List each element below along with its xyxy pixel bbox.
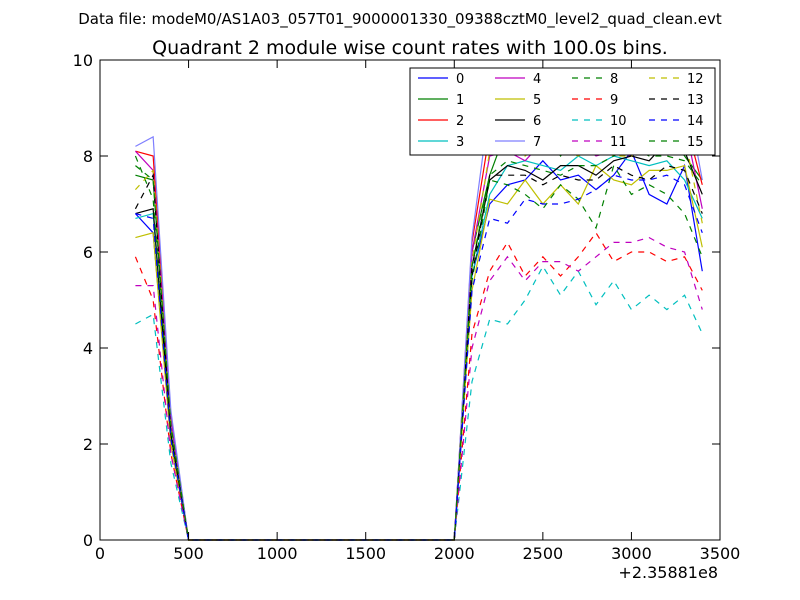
legend-entry-11: 11: [572, 135, 627, 150]
legend-label: 2: [456, 114, 464, 129]
legend-entry-7: 7: [495, 135, 541, 150]
legend-label: 12: [687, 72, 704, 87]
legend-entry-3: 3: [418, 135, 464, 150]
legend-label: 0: [456, 72, 464, 87]
legend-entry-8: 8: [572, 72, 618, 87]
y-tick-label: 8: [83, 147, 93, 166]
legend-entry-2: 2: [418, 114, 464, 129]
legend-label: 15: [687, 135, 704, 150]
legend-entry-5: 5: [495, 93, 541, 108]
legend-entry-10: 10: [572, 114, 627, 129]
axes-frame: [99, 59, 721, 541]
legend-label: 8: [610, 72, 618, 87]
x-tick-label: 0: [95, 544, 105, 563]
x-tick-label: 1000: [257, 544, 298, 563]
y-tick-label: 2: [83, 435, 93, 454]
y-tick-label: 4: [83, 339, 93, 358]
series-line-14: [135, 174, 703, 541]
legend-label: 7: [533, 135, 541, 150]
y-tick-label: 10: [73, 51, 93, 70]
legend-entry-12: 12: [649, 72, 704, 87]
legend-label: 6: [533, 114, 541, 129]
x-offset-label: +2.35881e8: [618, 563, 718, 582]
legend-label: 1: [456, 93, 464, 108]
legend-entry-0: 0: [418, 72, 464, 87]
y-tick-label: 0: [83, 531, 93, 550]
legend-label: 13: [687, 93, 704, 108]
x-tick-label: 1500: [345, 544, 386, 563]
x-tick-label: 2000: [434, 544, 475, 563]
legend-label: 4: [533, 72, 541, 87]
legend-entry-4: 4: [495, 72, 541, 87]
legend-entry-13: 13: [649, 93, 704, 108]
y-tick-label: 6: [83, 243, 93, 262]
x-tick-label: 3500: [700, 544, 741, 563]
legend-label: 3: [456, 135, 464, 150]
x-tick-label: 3000: [611, 544, 652, 563]
legend-entry-6: 6: [495, 114, 541, 129]
legend-entry-9: 9: [572, 93, 618, 108]
legend-label: 11: [610, 135, 627, 150]
legend-entry-1: 1: [418, 93, 464, 108]
x-tick-label: 500: [173, 544, 204, 563]
legend-entry-15: 15: [649, 135, 704, 150]
legend-label: 10: [610, 114, 627, 129]
legend-entry-14: 14: [649, 114, 704, 129]
legend-label: 5: [533, 93, 541, 108]
legend-label: 9: [610, 93, 618, 108]
chart-title: Quadrant 2 module wise count rates with …: [152, 37, 668, 59]
legend-label: 14: [687, 114, 704, 129]
x-tick-label: 2500: [522, 544, 563, 563]
chart-suptitle: Data file: modeM0/AS1A03_057T01_90000013…: [78, 10, 722, 29]
